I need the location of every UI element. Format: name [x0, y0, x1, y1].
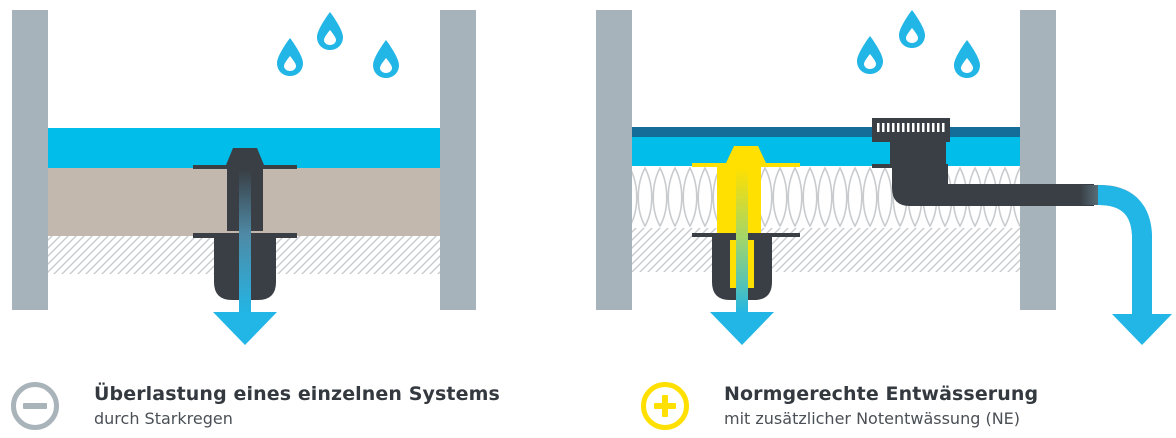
plus-circle-icon: [641, 382, 689, 430]
roof-drainage-diagram: [12, 10, 1172, 345]
overflow-outlet: [872, 118, 1152, 318]
right-membrane-layer: [632, 127, 1020, 137]
right-caption-subtitle: mit zusätzlicher Notentwässung (NE): [724, 409, 1021, 428]
left-drain: [193, 148, 297, 315]
minus-circle-icon: [11, 382, 59, 430]
left-wall-right: [440, 10, 476, 310]
overflow-down-arrow: [1112, 314, 1172, 345]
emergency-drain: [692, 146, 800, 314]
right-water-layer: [632, 137, 1020, 166]
right-wall-left: [596, 10, 632, 310]
right-panel-diagram: [596, 10, 1172, 345]
right-down-arrow: [710, 312, 774, 345]
right-raindrops: [857, 10, 980, 78]
right-caption: Normgerechte Entwässerung mit zusätzlich…: [640, 381, 1160, 431]
left-panel-diagram: [12, 10, 476, 345]
right-caption-title: Normgerechte Entwässerung: [724, 383, 1039, 405]
left-caption-title: Überlastung eines einzelnen Systems: [94, 383, 500, 405]
left-raindrops: [277, 12, 399, 78]
right-hatch-layer: [632, 228, 1020, 272]
right-wall-right: [1020, 10, 1056, 310]
left-down-arrow: [213, 312, 277, 345]
left-caption: Überlastung eines einzelnen Systems durc…: [10, 381, 570, 431]
left-caption-subtitle: durch Starkregen: [94, 409, 233, 428]
left-wall-left: [12, 10, 48, 310]
